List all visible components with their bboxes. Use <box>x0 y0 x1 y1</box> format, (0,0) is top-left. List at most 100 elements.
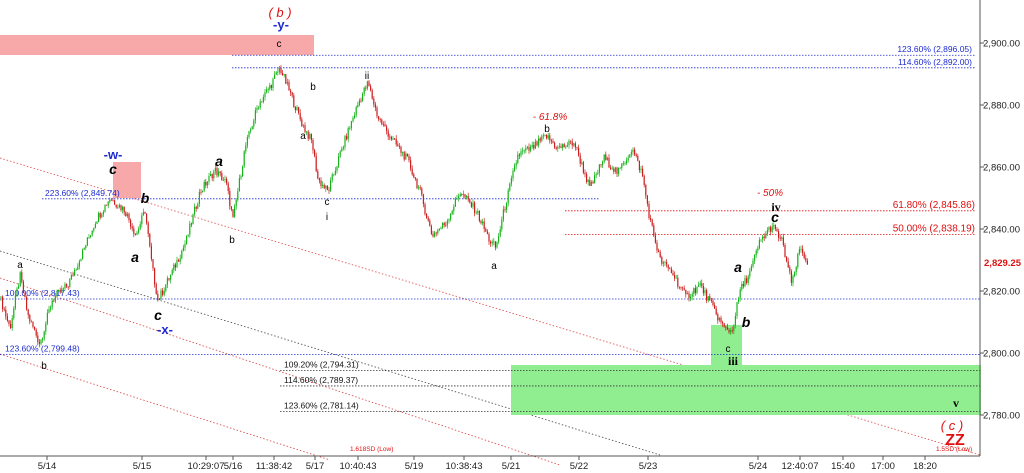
price-candle <box>688 293 690 299</box>
price-candle <box>570 140 572 142</box>
price-candle <box>274 74 276 79</box>
price-candle <box>576 147 578 149</box>
price-candle <box>669 268 671 270</box>
price-candle <box>218 171 220 176</box>
price-candle <box>189 223 191 235</box>
price-candle <box>483 221 485 229</box>
price-candle <box>10 324 12 328</box>
price-candle <box>731 330 733 332</box>
price-candle <box>21 272 23 282</box>
price-candle <box>14 295 16 308</box>
wave-label: a <box>131 249 139 265</box>
price-candle <box>266 89 268 93</box>
price-candle <box>464 194 466 198</box>
price-candle <box>290 90 292 93</box>
price-candle <box>616 167 618 174</box>
price-candle <box>50 307 52 310</box>
price-candle <box>565 146 567 148</box>
price-candle <box>550 140 552 142</box>
price-candle <box>67 286 69 288</box>
price-candle <box>378 116 380 120</box>
price-candle <box>549 135 551 141</box>
price-candle <box>622 163 624 165</box>
wave-label: c <box>154 307 162 323</box>
price-candle <box>536 141 538 146</box>
price-candle <box>339 151 341 157</box>
price-candle <box>789 267 791 272</box>
price-candle <box>219 171 221 174</box>
price-candle <box>640 168 642 170</box>
price-candle <box>326 185 328 190</box>
price-candle <box>642 168 644 177</box>
price-candle <box>626 160 628 164</box>
price-candle <box>430 226 432 234</box>
price-candle <box>328 189 330 191</box>
price-candle <box>666 261 668 265</box>
channel-line <box>0 353 331 461</box>
price-candle <box>613 168 615 172</box>
price-candle <box>45 323 47 332</box>
wave-label: a <box>491 261 497 272</box>
price-candle <box>106 204 108 206</box>
price-candle <box>48 309 50 313</box>
price-candle <box>421 188 423 195</box>
price-candle <box>381 119 383 125</box>
price-candle <box>229 191 231 207</box>
price-candle <box>280 67 282 74</box>
price-candle <box>781 237 783 239</box>
price-candle <box>651 219 653 226</box>
price-candle <box>32 321 34 327</box>
price-candle <box>416 178 418 189</box>
price-candle <box>91 230 93 236</box>
price-candle <box>163 290 165 295</box>
price-candle <box>192 214 194 225</box>
price-candle <box>350 121 352 128</box>
price-candle <box>234 206 236 217</box>
price-candle <box>779 237 781 239</box>
price-candle <box>230 206 232 210</box>
price-candle <box>214 167 216 172</box>
price-candle <box>11 318 13 328</box>
price-candle <box>699 283 701 285</box>
price-candle <box>184 243 186 248</box>
price-candle <box>51 300 53 308</box>
price-candle <box>686 293 688 295</box>
price-candle <box>168 278 170 280</box>
price-candle <box>227 183 229 192</box>
wave-label: c <box>325 197 330 208</box>
price-candle <box>459 194 461 197</box>
x-tick-label: 18:20 <box>913 461 937 472</box>
price-candle <box>162 290 164 295</box>
price-candle <box>38 341 40 344</box>
wave-label: - 61.8% <box>533 112 568 123</box>
price-candle <box>278 67 280 72</box>
wave-label: b <box>141 190 150 206</box>
price-candle <box>70 274 72 280</box>
current-price-box <box>981 255 1023 270</box>
price-candle <box>499 229 501 237</box>
price-candle <box>514 165 516 171</box>
x-tick-label: 11:38:42 <box>256 461 292 472</box>
x-tick-label: 5/23 <box>639 461 658 472</box>
price-candle <box>765 233 767 239</box>
price-candle <box>634 149 636 155</box>
price-candle <box>141 215 143 225</box>
price-candle <box>19 272 21 286</box>
price-candle <box>728 329 730 333</box>
price-candle <box>685 289 687 295</box>
fib-level-label: 109.20% (2,794.31) <box>284 360 359 370</box>
price-candle <box>718 317 720 321</box>
x-tick-label: 10:38:43 <box>446 461 483 472</box>
price-candle <box>531 144 533 147</box>
price-candle <box>738 298 740 303</box>
wave-label: c <box>109 161 117 177</box>
price-candle <box>194 206 196 215</box>
price-candle <box>226 178 228 184</box>
price-candle <box>232 209 234 217</box>
y-tick-label: 2,860.00 <box>983 163 1020 174</box>
price-candle <box>122 206 124 211</box>
wave-label: ( c ) <box>941 418 963 433</box>
price-candle <box>16 288 18 296</box>
price-candle <box>762 236 764 240</box>
price-candle <box>309 133 311 139</box>
